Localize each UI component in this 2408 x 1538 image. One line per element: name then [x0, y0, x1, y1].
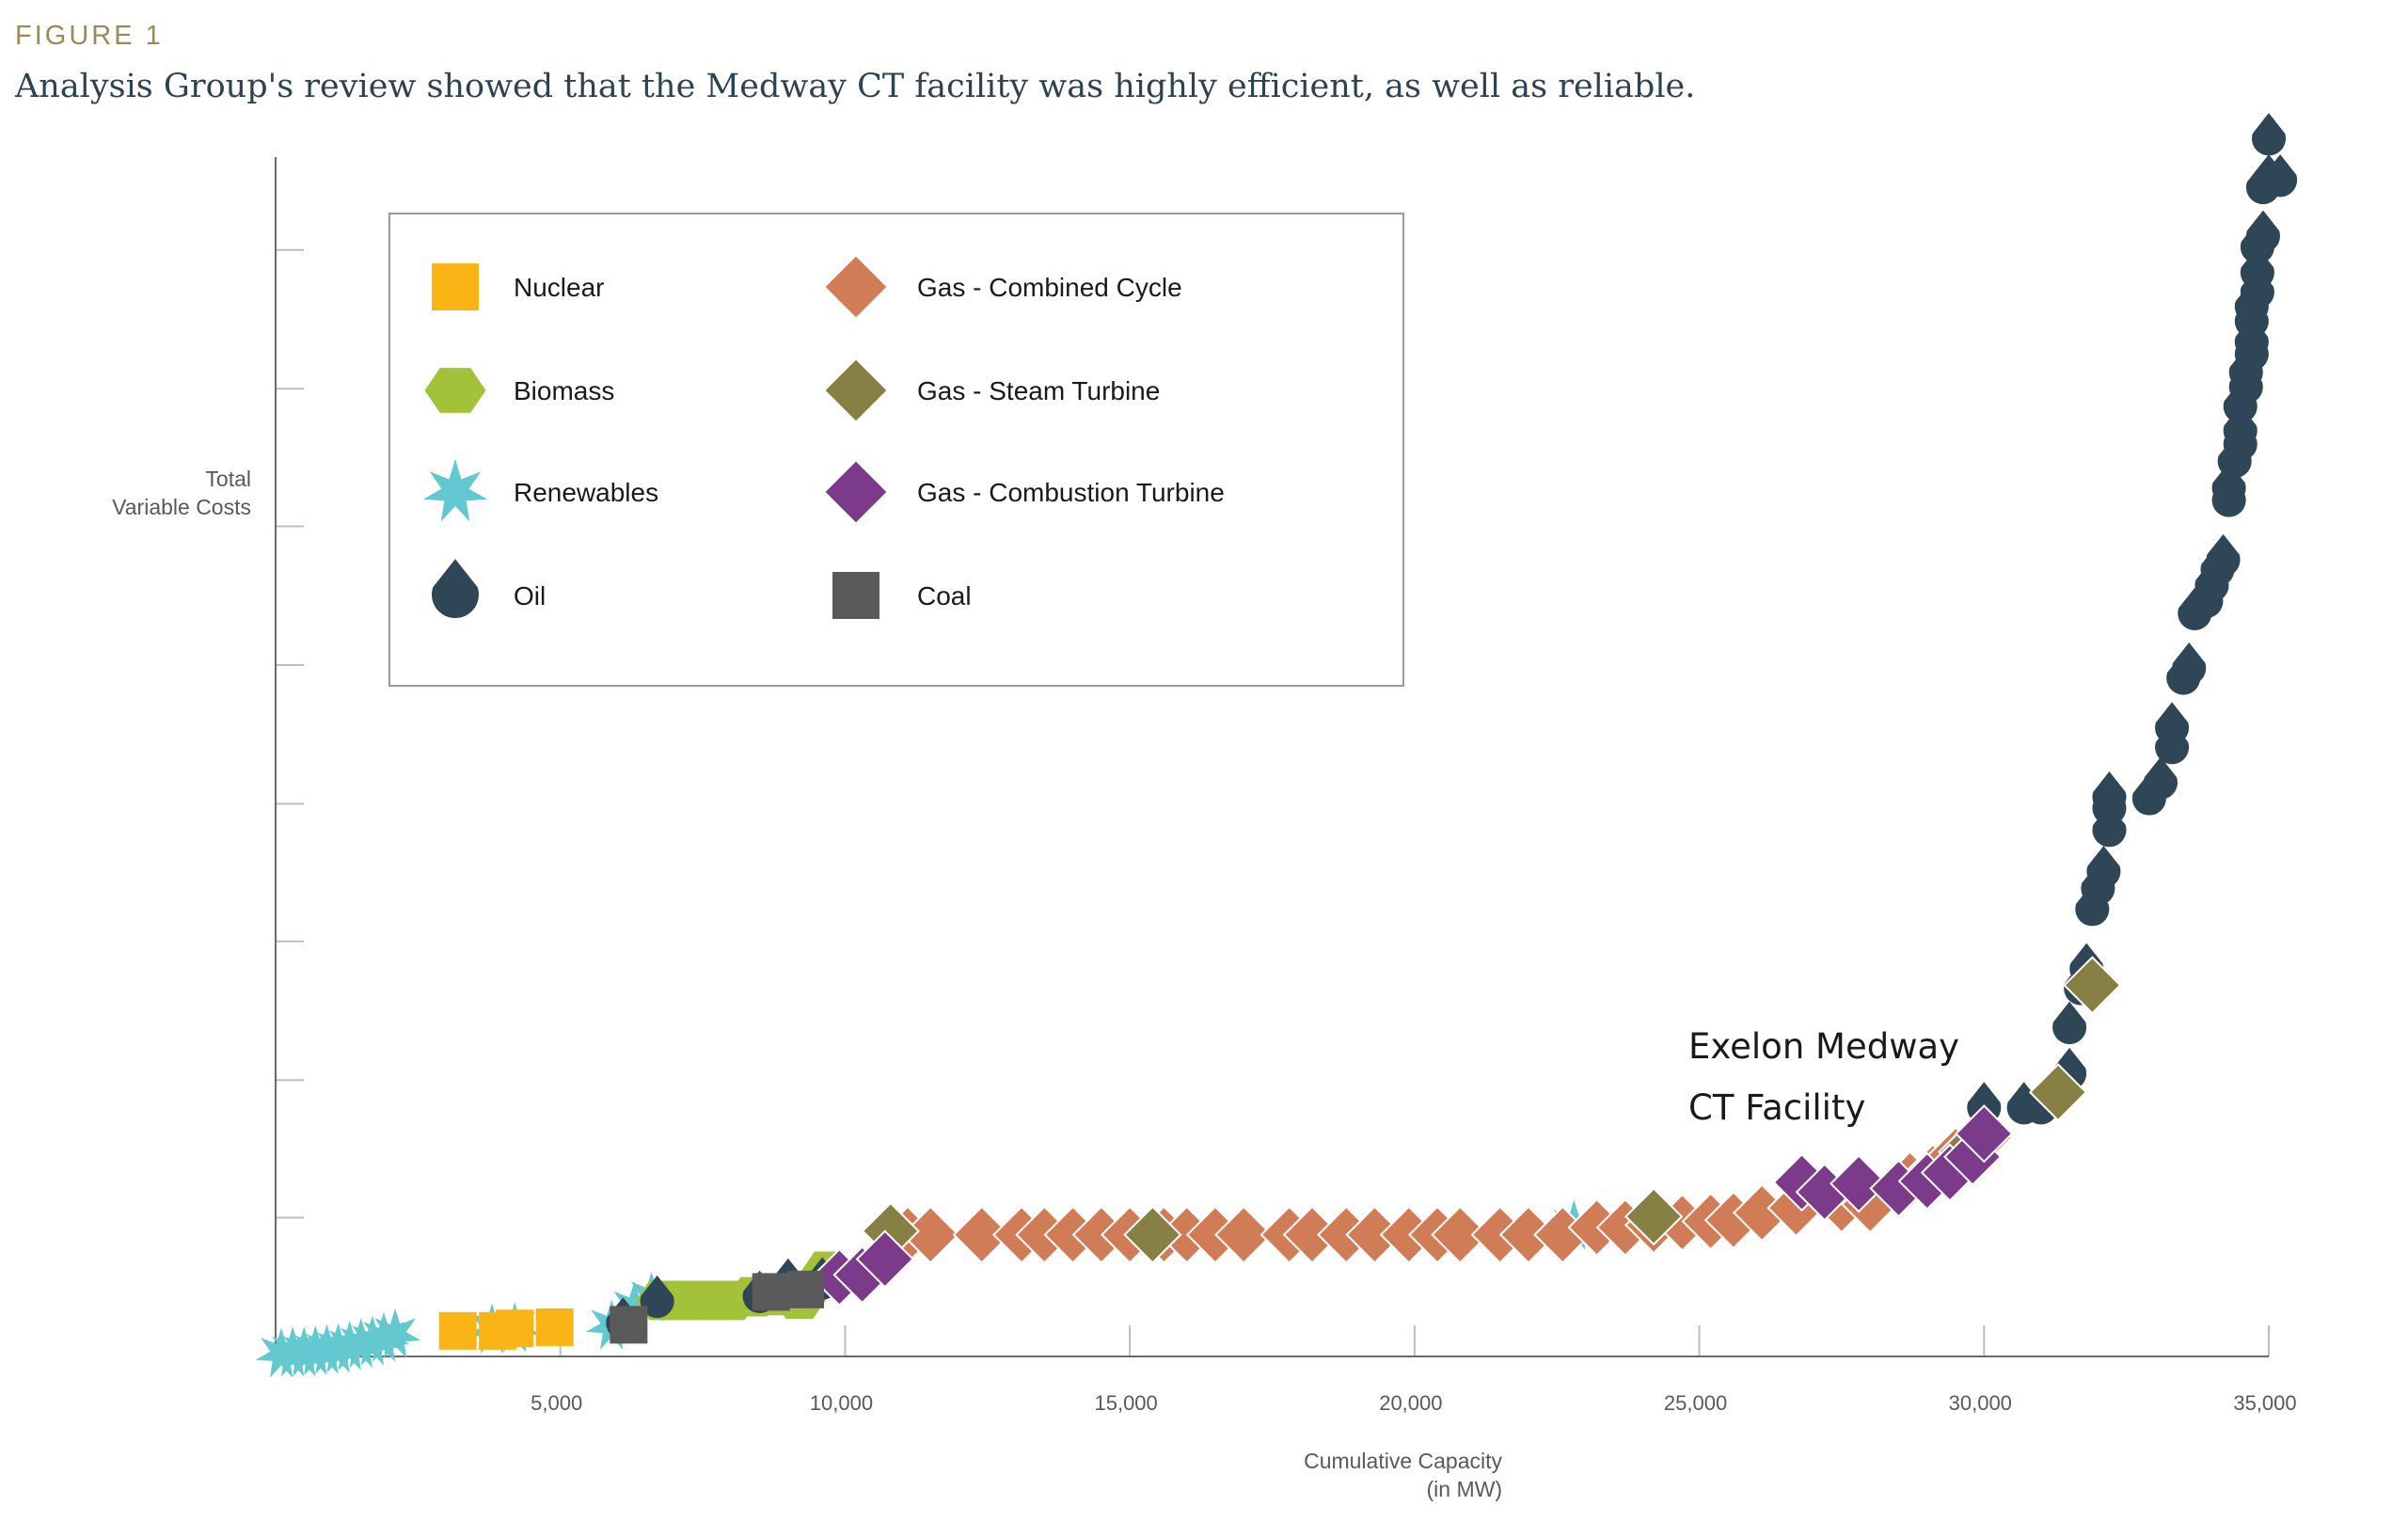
oil-point [2172, 642, 2207, 686]
x-tick-label: 5,000 [531, 1391, 582, 1415]
legend-label-renewables: Renewables [514, 478, 658, 507]
coal-point [610, 1306, 648, 1344]
figure-title: Analysis Group's review showed that the … [15, 68, 1696, 105]
y-axis-ticks [276, 248, 304, 1219]
gas_ct-point [1955, 1104, 2014, 1164]
series-gas_ct [810, 1104, 2014, 1308]
legend-label-gas_st: Gas - Steam Turbine [917, 376, 1160, 405]
series-nuclear [438, 1308, 574, 1350]
x-axis-title-line1: Cumulative Capacity [1304, 1449, 1502, 1473]
x-tick-label: 20,000 [1379, 1391, 1442, 1415]
data-points [255, 113, 2298, 1378]
legend-marker-nuclear [432, 263, 479, 310]
legend-marker-gas_ct [822, 458, 890, 526]
coal-point [752, 1273, 790, 1311]
oil-point [2155, 702, 2190, 745]
legend-label-biomass: Biomass [514, 376, 614, 405]
legend: Nuclear Biomass Renewables Oil Gas - Combine… [388, 213, 1404, 687]
x-tick-label: 10,000 [810, 1391, 873, 1415]
oil-point [2263, 154, 2298, 198]
x-axis-ticks: 5,000 10,000 15,000 20,000 25,000 30,000 35,00… [531, 1325, 2297, 1415]
annotation-line2: CT Facility [1688, 1087, 1865, 1128]
nuclear-point [438, 1311, 477, 1350]
gas_st-point [2028, 1063, 2088, 1122]
legend-marker-oil [431, 559, 480, 619]
annotation-line1: Exelon Medway [1688, 1026, 1959, 1067]
x-axis-title-line2: (in MW) [1427, 1477, 1502, 1501]
gas_ct-point [1829, 1154, 1889, 1213]
nuclear-point [496, 1309, 534, 1348]
oil-point [2092, 804, 2127, 848]
legend-marker-biomass [424, 368, 486, 413]
oil-point [2240, 246, 2274, 290]
gas_cc-point [952, 1205, 1011, 1264]
gas_cc-point [1431, 1205, 1490, 1264]
oil-point [2075, 883, 2110, 927]
renewables-point [369, 1308, 421, 1358]
figure-label: FIGURE 1 [15, 21, 164, 51]
oil-point [2092, 771, 2127, 815]
legend-label-coal: Coal [917, 581, 972, 610]
oil-point [2143, 756, 2178, 800]
gas_ct-point [855, 1229, 914, 1289]
oil-point [2086, 846, 2121, 889]
oil-point [2252, 113, 2286, 156]
legend-box [388, 213, 1404, 687]
gas_cc-point [1214, 1205, 1274, 1264]
oil-point [2206, 533, 2241, 578]
series-coal [610, 1270, 825, 1344]
legend-label-gas_ct: Gas - Combustion Turbine [917, 478, 1225, 507]
gas_st-point [1123, 1205, 1182, 1264]
oil-point [2245, 210, 2280, 253]
y-axis-title-line2: Variable Costs [112, 495, 251, 519]
x-tick-label: 15,000 [1094, 1391, 1157, 1415]
legend-marker-coal [832, 572, 879, 619]
oil-point [640, 1275, 674, 1319]
x-tick-label: 35,000 [2233, 1391, 2296, 1415]
legend-label-oil: Oil [514, 581, 546, 610]
legend-label-nuclear: Nuclear [514, 273, 604, 302]
legend-label-gas_cc: Gas - Combined Cycle [917, 273, 1182, 302]
nuclear-point [535, 1308, 574, 1346]
legend-marker-renewables [422, 459, 488, 522]
gas_st-point [1624, 1187, 1684, 1246]
oil-point [2052, 1001, 2087, 1044]
coal-point [786, 1270, 825, 1308]
oil-point [2223, 404, 2258, 448]
y-axis-title-line1: Total [205, 467, 251, 491]
x-tick-label: 25,000 [1664, 1391, 1727, 1415]
legend-marker-gas_cc [822, 253, 890, 321]
legend-marker-gas_st [822, 357, 890, 424]
oil-point [2211, 462, 2246, 505]
gas_st-point [2063, 956, 2122, 1015]
x-tick-label: 30,000 [1949, 1391, 2012, 1415]
